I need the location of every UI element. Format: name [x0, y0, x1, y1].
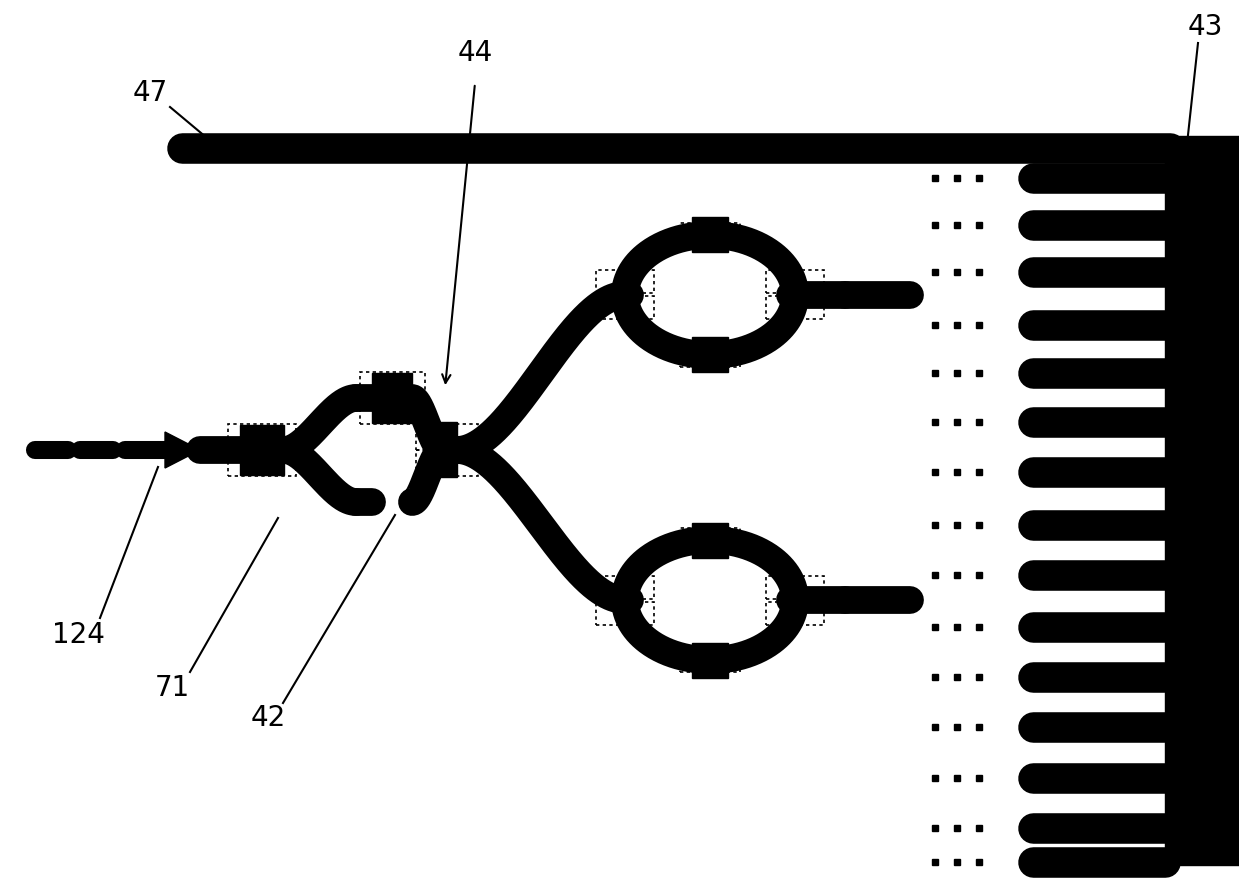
Polygon shape	[437, 423, 457, 478]
Bar	[596, 575, 654, 599]
Bar	[416, 424, 478, 450]
Polygon shape	[372, 373, 413, 423]
Bar	[596, 271, 654, 294]
Bar	[766, 297, 824, 320]
Bar	[766, 271, 824, 294]
Text: 44: 44	[457, 39, 493, 67]
Bar	[228, 424, 296, 450]
Text: 47: 47	[133, 79, 167, 107]
Polygon shape	[165, 432, 199, 468]
Polygon shape	[1165, 140, 1239, 865]
Text: 43: 43	[1187, 13, 1223, 41]
Bar	[359, 372, 425, 398]
Text: 42: 42	[250, 704, 286, 732]
Text: 124: 124	[52, 621, 104, 649]
Text: 71: 71	[155, 674, 190, 702]
Polygon shape	[693, 218, 729, 252]
Bar	[680, 528, 740, 552]
Polygon shape	[240, 425, 284, 475]
Polygon shape	[182, 136, 1239, 160]
Bar	[416, 450, 478, 476]
Bar	[680, 648, 740, 672]
Bar	[596, 601, 654, 624]
Bar	[359, 398, 425, 424]
Polygon shape	[693, 643, 729, 678]
Bar	[680, 343, 740, 367]
Polygon shape	[693, 337, 729, 372]
Polygon shape	[693, 522, 729, 558]
Bar	[680, 223, 740, 247]
Bar	[596, 297, 654, 320]
Bar	[766, 575, 824, 599]
Bar	[228, 450, 296, 476]
Bar	[766, 601, 824, 624]
